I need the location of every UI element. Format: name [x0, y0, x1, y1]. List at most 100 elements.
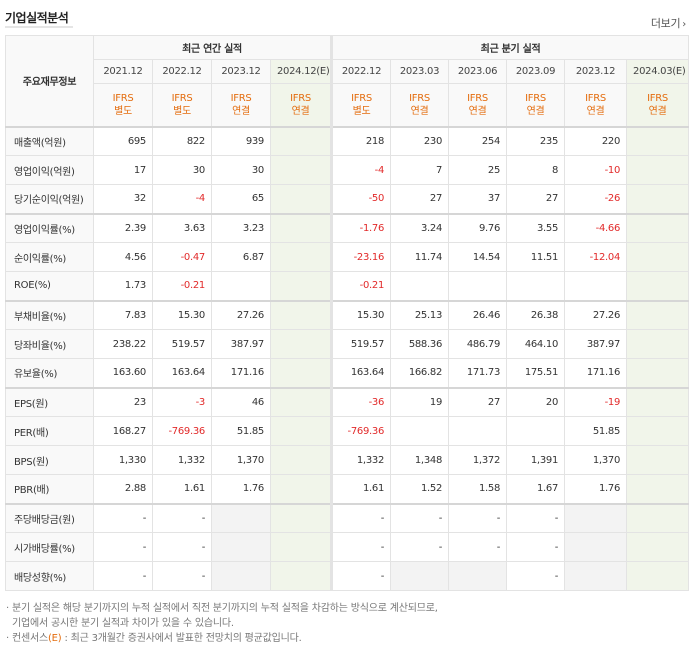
- table-row: 영업이익률(%) 2.39 3.63 3.23 -1.76 3.24 9.76 3.55 -4.…: [5, 212, 690, 243]
- annual-ifrs-2: IFRS 연결: [211, 83, 271, 127]
- table-row: PER(배) 168.27 -769.36 51.85 -769.36 51.85: [5, 416, 690, 446]
- quarter-value: -4: [330, 155, 392, 185]
- quarter-value: [626, 271, 690, 301]
- quarter-value: [564, 532, 628, 562]
- annual-value: 387.97: [211, 329, 271, 359]
- annual-value: -3: [152, 386, 212, 417]
- quarter-value: 26.46: [448, 299, 508, 330]
- quarter-value: 175.51: [506, 358, 566, 388]
- quarter-ifrs-1-standard: IFRS: [409, 92, 430, 104]
- quarter-value: -: [390, 532, 450, 562]
- quarter-value: [448, 271, 508, 301]
- quarter-value: [390, 271, 450, 301]
- annual-value: [269, 358, 333, 388]
- title-underline: [5, 26, 73, 28]
- annual-value: 65: [211, 184, 271, 214]
- quarter-ifrs-4-standard: IFRS: [585, 92, 606, 104]
- quarter-value: [626, 242, 690, 272]
- metric-label: 영업이익률(%): [5, 212, 94, 243]
- annual-value: -4: [152, 184, 212, 214]
- annual-value: 1,370: [211, 445, 271, 475]
- quarter-ifrs-3-scope: 연결: [526, 105, 545, 117]
- annual-value: 30: [152, 155, 212, 185]
- annual-value: 1.76: [211, 474, 271, 504]
- quarter-value: [390, 416, 450, 446]
- quarter-value: 27: [448, 386, 508, 417]
- quarter-value: 166.82: [390, 358, 450, 388]
- quarter-value: [626, 445, 690, 475]
- row-header-label: 주요재무정보: [5, 35, 94, 127]
- annual-value: 238.22: [93, 329, 153, 359]
- quarter-value: [626, 358, 690, 388]
- annual-value: [211, 271, 271, 301]
- metric-label: 주당배당금(원): [5, 502, 94, 533]
- annual-value: [269, 212, 333, 243]
- quarter-value: 15.30: [330, 299, 392, 330]
- section-title: 기업실적분석: [5, 11, 69, 25]
- annual-ifrs-3: IFRS 연결: [269, 83, 333, 127]
- quarter-value: [564, 271, 628, 301]
- quarter-value: [626, 299, 690, 330]
- annual-value: 17: [93, 155, 153, 185]
- quarter-ifrs-2-standard: IFRS: [467, 92, 488, 104]
- footnote-consensus: · 컨센서스(E) : 최근 3개월간 증권사에서 발표한 전망치의 평균값입니…: [6, 631, 438, 646]
- chevron-right-icon: ›: [682, 19, 686, 30]
- footnote-quarterly: · 분기 실적은 해당 분기까지의 누적 실적에서 직전 분기까지의 누적 실적…: [6, 603, 438, 614]
- annual-value: [269, 329, 333, 359]
- quarter-value: -4.66: [564, 212, 628, 243]
- quarter-value: 220: [564, 125, 628, 156]
- annual-value: -0.21: [152, 271, 212, 301]
- table-row: PBR(배) 2.88 1.61 1.76 1.61 1.52 1.58 1.67 1.76: [5, 474, 690, 504]
- annual-value: [269, 299, 333, 330]
- table-row: ROE(%) 1.73 -0.21 -0.21: [5, 271, 690, 301]
- quarter-ifrs-4-scope: 연결: [586, 105, 605, 117]
- annual-ifrs-3-standard: IFRS: [290, 92, 311, 104]
- footnote-quarterly-cont: 기업에서 공시한 분기 실적과 차이가 있을 수 있습니다.: [12, 618, 234, 629]
- metric-label: 부채비율(%): [5, 299, 94, 330]
- quarter-value: 1.76: [564, 474, 628, 504]
- consensus-label: · 컨센서스: [6, 633, 48, 644]
- quarter-value: -769.36: [330, 416, 392, 446]
- quarter-value: -36: [330, 386, 392, 417]
- quarter-period-1: 2023.03: [390, 59, 450, 84]
- annual-value: [269, 561, 333, 591]
- quarter-value: 588.36: [390, 329, 450, 359]
- metric-label: 시가배당률(%): [5, 532, 94, 562]
- annual-ifrs-1-scope: 별도: [173, 105, 191, 117]
- metric-label: PBR(배): [5, 474, 94, 504]
- quarter-ifrs-4: IFRS 연결: [564, 83, 628, 127]
- quarter-value: 3.55: [506, 212, 566, 243]
- annual-value: -: [93, 561, 153, 591]
- table-row: 배당성향(%) - - - -: [5, 561, 690, 591]
- quarter-ifrs-1: IFRS 연결: [390, 83, 450, 127]
- metric-label: 배당성향(%): [5, 561, 94, 591]
- annual-value: -: [152, 561, 212, 591]
- annual-ifrs-3-scope: 연결: [291, 105, 310, 117]
- annual-value: [211, 502, 271, 533]
- quarter-ifrs-3: IFRS 연결: [506, 83, 566, 127]
- annual-value: [269, 445, 333, 475]
- quarter-value: -: [330, 532, 392, 562]
- quarter-ifrs-5: IFRS 연결: [626, 83, 690, 127]
- quarter-ifrs-2: IFRS 연결: [448, 83, 508, 127]
- quarter-value: 26.38: [506, 299, 566, 330]
- annual-value: -0.47: [152, 242, 212, 272]
- quarter-value: 1,391: [506, 445, 566, 475]
- annual-period-0: 2021.12: [93, 59, 153, 84]
- annual-ifrs-2-standard: IFRS: [230, 92, 252, 104]
- annual-value: [269, 386, 333, 417]
- quarter-value: [626, 125, 690, 156]
- quarter-ifrs-3-standard: IFRS: [525, 92, 546, 104]
- annual-value: 1.73: [93, 271, 153, 301]
- quarter-value: 11.51: [506, 242, 566, 272]
- quarter-value: 218: [330, 125, 392, 156]
- quarter-period-0: 2022.12: [330, 59, 392, 84]
- quarter-value: [626, 502, 690, 533]
- annual-value: 32: [93, 184, 153, 214]
- quarter-period-5: 2024.03(E): [626, 59, 690, 84]
- more-link[interactable]: 더보기 ›: [651, 15, 686, 31]
- quarter-value: [448, 416, 508, 446]
- quarter-value: 25: [448, 155, 508, 185]
- quarter-value: 486.79: [448, 329, 508, 359]
- annual-value: -: [93, 532, 153, 562]
